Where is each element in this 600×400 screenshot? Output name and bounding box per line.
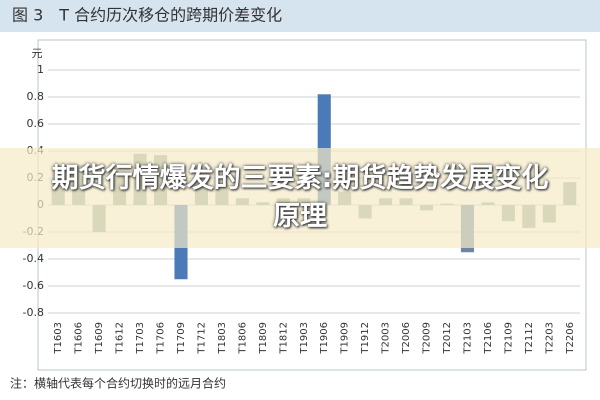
y-tick-label: -0.6: [23, 279, 44, 292]
y-tick-label: -0.4: [23, 252, 44, 265]
x-tick-label: T2006: [401, 322, 412, 355]
x-tick-label: T1909: [340, 322, 351, 355]
x-tick-label: T2112: [524, 322, 535, 355]
x-tick-label: T2009: [422, 322, 433, 355]
x-tick-label: T2012: [442, 322, 453, 355]
x-tick-label: T1603: [53, 322, 64, 355]
x-tick-label: T1912: [360, 322, 371, 355]
x-tick-label: T2106: [483, 322, 494, 355]
x-tick-label: T1803: [217, 322, 228, 355]
x-tick-label: T1606: [74, 322, 85, 355]
x-tick-label: T2109: [503, 322, 514, 355]
overlay-text: 期货行情爆发的三要素:期货趋势发展变化原理: [51, 163, 549, 232]
x-tick-label: T2103: [462, 322, 473, 355]
x-tick-label: T1612: [115, 322, 126, 355]
x-tick-label: T1903: [299, 322, 310, 355]
x-tick-label: T1806: [237, 322, 248, 355]
x-tick-label: T2003: [381, 322, 392, 355]
x-tick-label: T2206: [565, 322, 576, 355]
x-tick-label: T1709: [176, 322, 187, 355]
x-tick-label: T1809: [258, 322, 269, 355]
x-tick-label: T1703: [135, 322, 146, 355]
y-tick-label: -0.8: [23, 306, 44, 319]
y-tick-label: 0.8: [27, 90, 45, 103]
note: 注：横轴代表每个合约切换时的远月合约: [10, 376, 226, 391]
x-tick-label: T1812: [278, 322, 289, 355]
y-tick-label: 1: [37, 63, 44, 76]
x-tick-label: T1712: [196, 322, 207, 355]
x-tick-label: T1706: [156, 322, 167, 355]
y-tick-label: 0.6: [27, 117, 45, 130]
y-label: 元: [32, 47, 43, 60]
x-tick-label: T1906: [319, 322, 330, 355]
x-tick-label: T1609: [94, 322, 105, 355]
chart-title: 图 3 T 合约历次移仓的跨期价差变化: [12, 6, 282, 25]
overlay-banner: 期货行情爆发的三要素:期货趋势发展变化原理: [0, 148, 600, 248]
x-tick-label: T2203: [544, 322, 555, 355]
title-bar: [0, 0, 600, 32]
